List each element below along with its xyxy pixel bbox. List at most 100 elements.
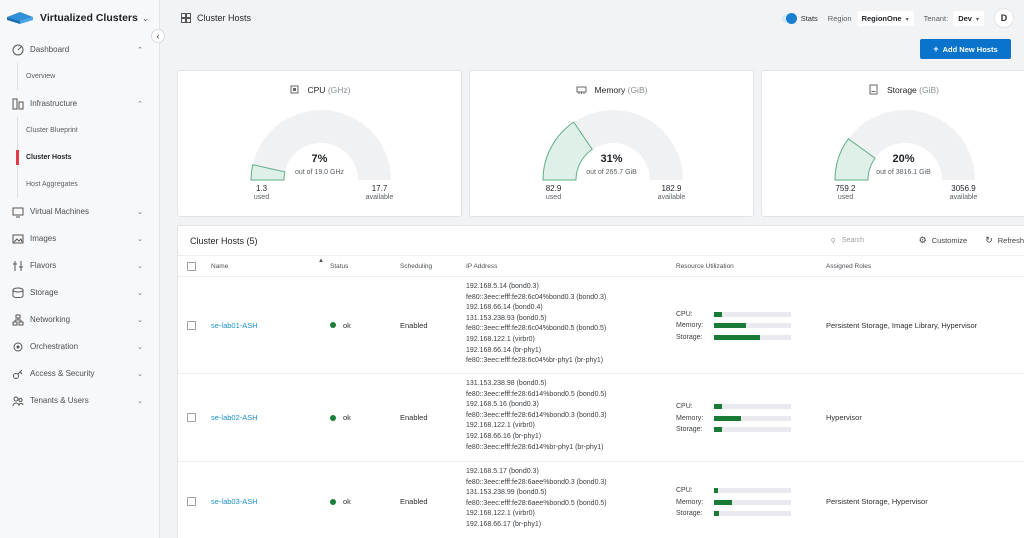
- ip-address: 131.153.238.99 (bond0.5): [466, 488, 607, 499]
- add-hosts-label: Add New Hosts: [943, 45, 998, 54]
- tenant-value: Dev: [958, 14, 972, 23]
- ip-address: 192.168.5.17 (bond0.3): [466, 467, 607, 478]
- sidebar-item-tenants-users[interactable]: Tenants & Users ⌄: [0, 387, 159, 414]
- column-header-resource-utilization[interactable]: Resource Utilization: [676, 263, 734, 270]
- util-bar-fill: [714, 488, 718, 493]
- util-row: CPU:: [676, 401, 791, 413]
- caret-down-icon: ▾: [906, 17, 909, 23]
- ip-address: 192.168.66.16 (br-phy1): [466, 432, 607, 443]
- table-row[interactable]: se-lab02-ASH ok Enabled 131.153.238.98 (bon…: [178, 374, 1024, 462]
- region-label: Region: [828, 14, 852, 23]
- chevron-down-icon[interactable]: ⌄: [137, 235, 143, 243]
- status-text: ok: [343, 321, 351, 330]
- ip-address: 192.168.122.1 (virbr0): [466, 421, 607, 432]
- chevron-down-icon[interactable]: ⌄: [137, 343, 143, 351]
- sidebar-subitem-overview[interactable]: Overview: [0, 63, 159, 90]
- ip-address: fe80::3eec:efff:fe28:6c04%bond0.3 (bond0…: [466, 293, 606, 304]
- gauge-card-storage: Storage (GiB) 20% out of 3816.1 GiB 759.2 us…: [761, 70, 1024, 217]
- sidebar-item-infrastructure[interactable]: Infrastructure ⌃: [0, 90, 159, 117]
- table-row[interactable]: se-lab03-ASH ok Enabled 192.168.5.17 (bond0…: [178, 462, 1024, 538]
- toggle-switch[interactable]: [782, 14, 797, 23]
- sidebar-subitem-host-aggregates[interactable]: Host Aggregates: [0, 171, 159, 198]
- column-header-name[interactable]: Name: [211, 263, 228, 270]
- util-bar-fill: [714, 511, 719, 516]
- chevron-down-icon[interactable]: ⌄: [137, 208, 143, 216]
- sidebar-item-virtual-machines[interactable]: Virtual Machines ⌄: [0, 198, 159, 225]
- sidebar-item-storage[interactable]: Storage ⌄: [0, 279, 159, 306]
- host-name-link[interactable]: se-lab01-ASH: [211, 321, 258, 330]
- util-label: CPU:: [676, 487, 714, 494]
- ip-address: 192.168.5.16 (bond0.3): [466, 400, 607, 411]
- status-ok-icon: [330, 322, 336, 328]
- tenant-select[interactable]: Dev ▾: [953, 11, 984, 26]
- chevron-down-icon[interactable]: ⌄: [137, 262, 143, 270]
- host-name-link[interactable]: se-lab03-ASH: [211, 497, 258, 506]
- sidebar-item-access-security[interactable]: Access & Security ⌄: [0, 360, 159, 387]
- sidebar-item-networking[interactable]: Networking ⌄: [0, 306, 159, 333]
- util-bar-fill: [714, 500, 732, 505]
- sidebar-subitem-cluster-blueprint[interactable]: Cluster Blueprint: [0, 117, 159, 144]
- sidebar-subitem-cluster-hosts[interactable]: Cluster Hosts: [0, 144, 159, 171]
- sidebar-item-label: Virtual Machines: [30, 207, 137, 216]
- util-label: Memory:: [676, 499, 714, 506]
- gauge-total: out of 19.0 GHz: [178, 169, 461, 176]
- column-header-scheduling[interactable]: Scheduling: [400, 263, 432, 270]
- chevron-up-icon[interactable]: ⌃: [137, 100, 143, 108]
- user-avatar[interactable]: D: [994, 8, 1014, 28]
- customize-button[interactable]: ⚙ Customize: [919, 235, 968, 246]
- util-row: Storage:: [676, 332, 791, 344]
- util-bar: [714, 427, 791, 432]
- row-checkbox[interactable]: [187, 413, 196, 422]
- stats-toggle[interactable]: Stats: [782, 14, 818, 23]
- util-label: Storage:: [676, 426, 714, 433]
- util-bar: [714, 335, 791, 340]
- chevron-down-icon[interactable]: ⌄: [137, 289, 143, 297]
- search-icon: ⚲: [831, 237, 836, 245]
- gauge-total: out of 265.7 GiB: [470, 169, 753, 176]
- sidebar-item-label: Dashboard: [30, 45, 137, 54]
- sidebar-item-orchestration[interactable]: Orchestration ⌄: [0, 333, 159, 360]
- util-row: CPU:: [676, 309, 791, 321]
- scheduling-value: Enabled: [400, 413, 428, 422]
- ip-address: 131.153.238.98 (bond0.5): [466, 379, 607, 390]
- used-value: 759.2: [835, 184, 855, 193]
- chevron-down-icon[interactable]: ⌄: [142, 14, 149, 23]
- column-header-ip-address[interactable]: IP Address: [466, 263, 497, 270]
- sidebar-item-images[interactable]: Images ⌄: [0, 225, 159, 252]
- collapse-sidebar-button[interactable]: ‹: [151, 29, 165, 43]
- ip-address-list: 131.153.238.98 (bond0.5) fe80::3eec:efff:…: [466, 379, 607, 453]
- select-all-checkbox[interactable]: [187, 262, 196, 271]
- chevron-up-icon[interactable]: ⌃: [137, 46, 143, 54]
- available-value: 3056.9: [951, 184, 975, 193]
- sidebar-item-flavors[interactable]: Flavors ⌄: [0, 252, 159, 279]
- sidebar-item-label: Storage: [30, 288, 137, 297]
- ip-address-list: 192.168.5.17 (bond0.3) fe80::3eec:efff:fe…: [466, 467, 607, 531]
- row-checkbox[interactable]: [187, 321, 196, 330]
- sidebar-item-label: Tenants & Users: [30, 396, 137, 405]
- column-header-assigned-roles[interactable]: Assigned Roles: [826, 263, 871, 270]
- sidebar-item-dashboard[interactable]: Dashboard ⌃: [0, 36, 159, 63]
- search-input[interactable]: ⚲ Search: [831, 237, 901, 245]
- region-select[interactable]: RegionOne ▾: [857, 11, 914, 26]
- table-row[interactable]: se-lab01-ASH ok Enabled 192.168.5.14 (bond0…: [178, 277, 1024, 374]
- monitor-icon: [12, 206, 24, 218]
- chevron-down-icon[interactable]: ⌄: [137, 397, 143, 405]
- brand[interactable]: Virtualized Clusters ⌄: [0, 0, 159, 36]
- add-new-hosts-button[interactable]: + Add New Hosts: [920, 39, 1011, 59]
- scheduling-value: Enabled: [400, 321, 428, 330]
- gauge-percent: 7%: [178, 153, 461, 165]
- gauge-available: 182.9 available: [642, 184, 702, 201]
- chevron-down-icon[interactable]: ⌄: [137, 370, 143, 378]
- memory-icon: [576, 84, 587, 95]
- plus-icon: +: [933, 44, 938, 54]
- status-text: ok: [343, 413, 351, 422]
- gauge-name: Storage: [887, 85, 917, 95]
- row-checkbox[interactable]: [187, 497, 196, 506]
- chevron-down-icon[interactable]: ⌄: [137, 316, 143, 324]
- sort-ascending-icon[interactable]: ▲: [318, 258, 324, 264]
- refresh-icon: ↻: [985, 235, 993, 246]
- refresh-button[interactable]: ↻ Refresh: [985, 235, 1024, 246]
- column-header-status[interactable]: Status: [330, 263, 348, 270]
- gauge-available: 17.7 available: [350, 184, 410, 201]
- host-name-link[interactable]: se-lab02-ASH: [211, 413, 258, 422]
